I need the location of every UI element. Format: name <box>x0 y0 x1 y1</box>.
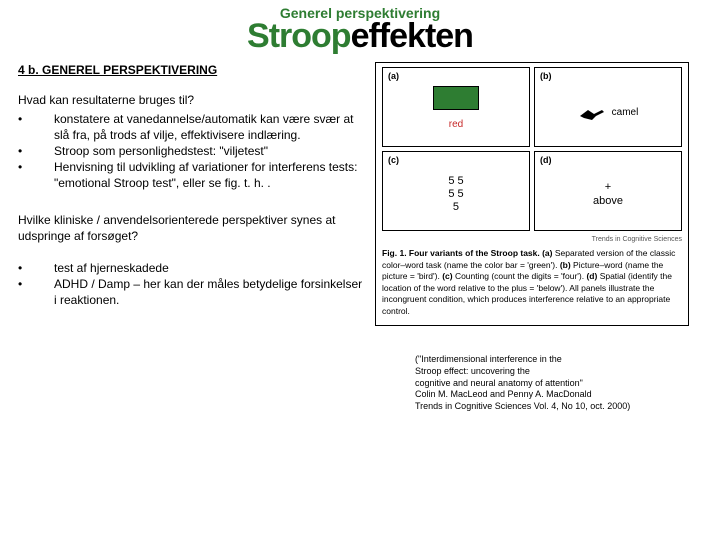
spatial-plus: + <box>593 180 623 194</box>
camel-row: camel <box>578 102 639 122</box>
bullet-marker: • <box>18 111 54 143</box>
cap-body: Counting (count the digits = 'four'). <box>455 271 587 281</box>
left-column: 4 b. GENEREL PERSPEKTIVERING Hvad kan re… <box>18 62 363 412</box>
bullet-marker: • <box>18 159 54 191</box>
panel-d: (d) + above <box>534 151 682 231</box>
bullet-text: konstatere at vanedannelse/automatik kan… <box>54 111 363 143</box>
citation-line: Stroop effect: uncovering the <box>415 366 702 378</box>
question-2: Hvilke kliniske / anvendelsorienterede p… <box>18 212 363 244</box>
citation: ("Interdimensional interference in the S… <box>415 354 702 412</box>
slide-header: Generel perspektivering Stroopeffekten <box>0 0 720 52</box>
panel-c: (c) 5 5 5 5 5 <box>382 151 530 231</box>
cap-lead: (d) <box>586 271 599 281</box>
section-title: 4 b. GENEREL PERSPEKTIVERING <box>18 62 363 78</box>
citation-line: cognitive and neural anatomy of attentio… <box>415 378 702 390</box>
bullet-row: • ADHD / Damp – her kan der måles betyde… <box>18 276 363 308</box>
bullet-marker: • <box>18 276 54 308</box>
panel-b: (b) camel <box>534 67 682 147</box>
spatial-block: + above <box>593 180 623 209</box>
fives-row: 5 5 <box>448 175 463 188</box>
camel-word: camel <box>612 106 639 119</box>
bullet-row: • Stroop som personlighedstest: "viljete… <box>18 143 363 159</box>
panel-label: (a) <box>388 71 399 83</box>
figure-caption: Fig. 1. Four variants of the Stroop task… <box>382 248 682 317</box>
bullet-marker: • <box>18 143 54 159</box>
bullet-text: ADHD / Damp – her kan der måles betydeli… <box>54 276 363 308</box>
bird-icon <box>578 102 606 122</box>
panel-label: (c) <box>388 155 399 167</box>
bullet-marker: • <box>18 260 54 276</box>
cap-lead: (b) <box>560 260 573 270</box>
bullet-row: • konstatere at vanedannelse/automatik k… <box>18 111 363 143</box>
bullet-text: test af hjerneskadede <box>54 260 363 276</box>
citation-line: Trends in Cognitive Sciences Vol. 4, No … <box>415 401 702 413</box>
citation-line: ("Interdimensional interference in the <box>415 354 702 366</box>
panel-grid: (a) red (b) camel (c) 5 <box>382 67 682 231</box>
cap-lead: (c) <box>442 271 455 281</box>
bullet-row: • test af hjerneskadede <box>18 260 363 276</box>
cap-lead: Fig. 1. Four variants of the Stroop task… <box>382 248 555 258</box>
panel-label: (b) <box>540 71 552 83</box>
header-title: Stroopeffekten <box>0 20 720 52</box>
bullet-text: Stroop som personlighedstest: "viljetest… <box>54 143 363 159</box>
title-black: effekten <box>351 17 473 55</box>
citation-line: Colin M. MacLeod and Penny A. MacDonald <box>415 389 702 401</box>
panel-label: (d) <box>540 155 552 167</box>
content-area: 4 b. GENEREL PERSPEKTIVERING Hvad kan re… <box>0 52 720 412</box>
question-1: Hvad kan resultaterne bruges til? <box>18 92 363 108</box>
title-green: Stroop <box>247 17 351 55</box>
fives-row: 5 5 <box>448 188 463 201</box>
spatial-word: above <box>593 194 623 208</box>
red-word: red <box>449 118 463 131</box>
right-column: (a) red (b) camel (c) 5 <box>363 62 702 412</box>
fives-row: 5 <box>448 201 463 214</box>
bullet-row: • Henvisning til udvikling af variatione… <box>18 159 363 191</box>
panel-a: (a) red <box>382 67 530 147</box>
figure-box: (a) red (b) camel (c) 5 <box>375 62 689 326</box>
bullet-text: Henvisning til udvikling af variationer … <box>54 159 363 191</box>
green-color-box <box>433 86 479 110</box>
counting-digits: 5 5 5 5 5 <box>448 175 463 215</box>
trends-credit: Trends in Cognitive Sciences <box>382 235 682 244</box>
